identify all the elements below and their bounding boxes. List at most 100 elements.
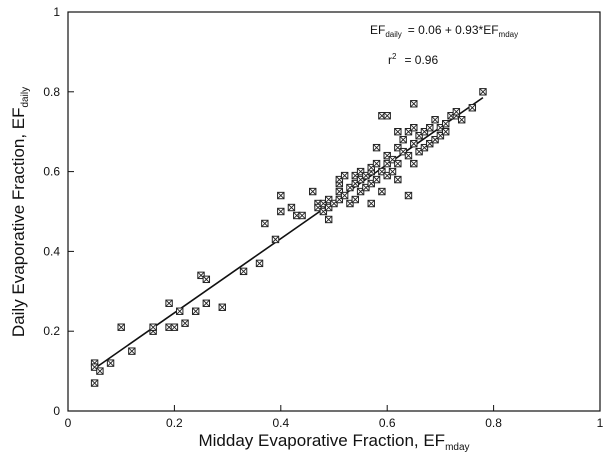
point-cross [165,299,173,307]
point [90,379,99,387]
point [106,359,115,367]
equation: EFdaily = 0.06 + 0.93*EFmday [370,23,518,39]
point [399,147,407,156]
x-tick-label: 0 [65,416,72,430]
point [399,135,407,144]
point-cross [170,323,178,331]
point [372,159,381,168]
point-cross [442,128,450,136]
point [394,128,402,136]
point-cross [442,120,450,128]
y-axis-title: Daily Evaporative Fraction, EFdaily [9,87,31,337]
point [372,175,381,184]
point [383,112,391,120]
point [410,124,418,132]
point [255,259,264,268]
point-cross [394,176,402,184]
point [309,187,317,196]
point-cross [287,203,295,212]
point [191,307,200,315]
point-cross [452,108,460,116]
point [404,191,413,200]
point-cross [383,112,391,120]
equation-rhs: = 0.06 + 0.93*EF [408,23,499,37]
point-cross [479,88,487,96]
point [165,299,173,307]
point-cross [394,160,402,168]
plot-frame [67,11,601,412]
fit-line [94,96,484,370]
point [388,167,397,176]
point-cross [256,259,264,267]
x-tick-label: 0.6 [379,416,396,430]
point [239,267,248,276]
point [261,219,269,228]
r2-sup: 2 [392,52,397,61]
point-cross [426,124,434,132]
point [271,235,280,244]
point-cross [202,299,210,307]
point [287,203,296,212]
point [202,299,211,307]
point [197,271,205,280]
point [468,104,477,112]
point [298,211,306,220]
point-cross [298,211,306,220]
point-cross [341,172,349,180]
point [149,323,157,331]
point [410,100,418,108]
point-cross [325,215,333,223]
equation-rhs-sub: mday [499,30,519,39]
point-cross [149,323,157,331]
point [372,143,381,152]
point-cross [176,307,184,315]
point [96,367,104,375]
point [181,319,189,327]
point-cross [399,136,407,144]
point-cross [218,303,226,311]
point-cross [91,379,99,387]
x-axis-title: Midday Evaporative Fraction, EFmday [198,431,469,453]
point-cross [277,192,285,200]
point [426,124,434,132]
point-cross [128,347,136,355]
point-cross [309,188,317,196]
x-tick-label: 0.4 [272,416,289,430]
point [394,159,402,168]
equation-lhs: EF [370,23,385,37]
point-cross [410,160,418,168]
r-squared: r2 = 0.96 [388,52,438,67]
point-cross [181,319,189,327]
y-tick-label: 0.2 [43,324,60,338]
point [335,195,344,204]
x-tick-label: 0.8 [485,416,502,430]
point-cross [389,168,397,176]
point [128,347,136,355]
point [479,88,487,96]
point-cross [351,196,359,204]
point-cross [373,160,381,168]
point-cross [367,200,375,208]
point-cross [202,275,210,283]
point [452,108,461,116]
y-label-text: Daily Evaporative Fraction, EF [9,107,28,337]
point [324,215,333,224]
point [277,191,285,200]
point-cross [271,235,279,243]
point-cross [458,116,466,124]
point [410,139,418,148]
point [340,171,349,180]
point [277,207,285,216]
point [117,323,125,331]
point [351,195,359,204]
equation-lhs-sub: daily [385,30,401,39]
point-cross [410,100,418,108]
point-cross [394,128,402,136]
point-cross [404,192,412,200]
r2-text: r [388,53,392,67]
point [218,303,226,311]
x-label-text: Midday Evaporative Fraction, EF [198,431,445,450]
point-cross [117,323,125,331]
point-cross [192,307,200,315]
